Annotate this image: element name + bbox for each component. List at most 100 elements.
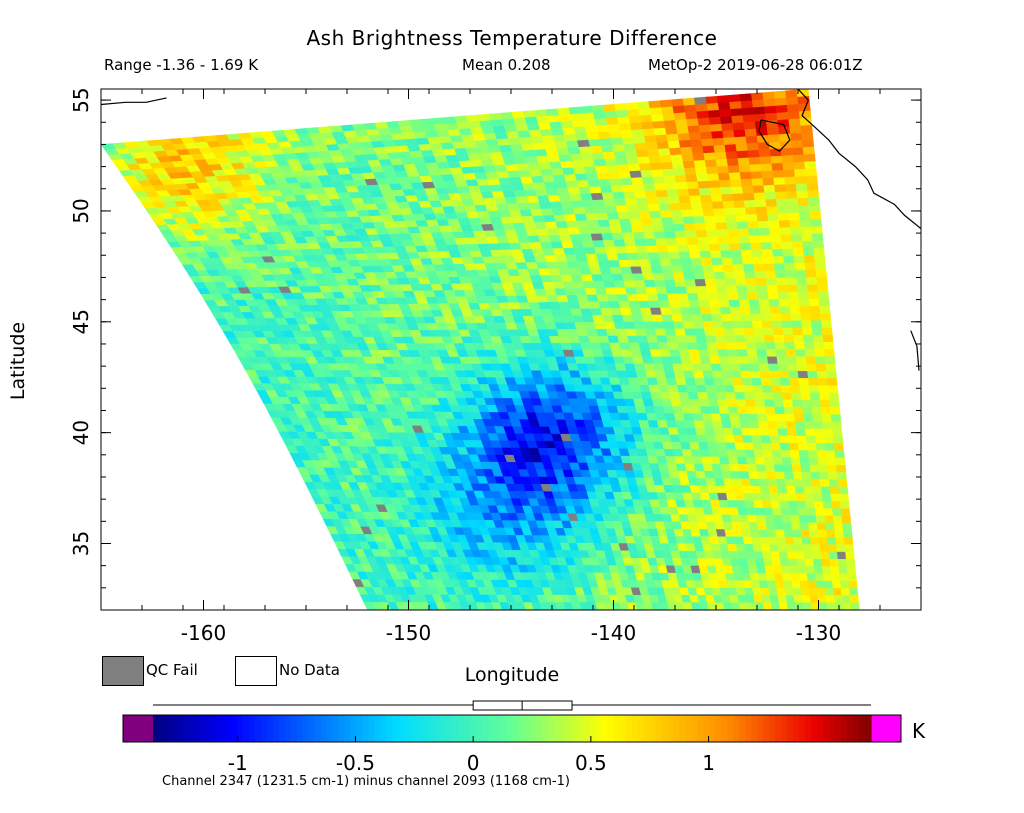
heatmap-cell	[708, 116, 722, 126]
heatmap-cell	[772, 170, 785, 179]
colorbar-segment	[637, 715, 645, 742]
heatmap-cell	[658, 300, 671, 309]
heatmap-cell	[740, 313, 753, 322]
heatmap-cell	[574, 213, 588, 222]
colorbar-tick-label: 1	[702, 751, 715, 775]
heatmap-cell	[679, 307, 692, 315]
heatmap-cell	[686, 237, 699, 246]
colorbar-segment	[697, 715, 705, 742]
heatmap-cell	[653, 279, 667, 288]
heatmap-cell	[655, 286, 668, 295]
heatmap-cell	[820, 486, 831, 495]
heatmap-cell	[761, 442, 773, 451]
heatmap-cell	[644, 190, 658, 199]
heatmap-cell	[433, 123, 448, 132]
heatmap-cell	[540, 168, 554, 177]
heatmap-cell	[603, 321, 617, 330]
heatmap-cell	[831, 501, 842, 509]
heatmap-cell	[712, 514, 724, 523]
colorbar-segment	[691, 715, 699, 742]
heatmap-cell	[765, 349, 778, 357]
heatmap-cell	[781, 320, 793, 329]
heatmap-cell	[734, 335, 746, 343]
heatmap-cell	[707, 173, 720, 182]
heatmap-cell	[729, 595, 740, 603]
heatmap-cell	[721, 595, 732, 603]
heatmap-cell	[826, 457, 837, 466]
heatmap-cell	[794, 421, 806, 430]
heatmap-cell	[562, 207, 576, 216]
heatmap-cell	[709, 536, 720, 545]
heatmap-cell	[681, 363, 694, 372]
heatmap-cell	[674, 279, 687, 288]
heatmap-cell	[694, 279, 707, 287]
heatmap-cell	[666, 420, 678, 428]
heatmap-cell	[594, 165, 609, 174]
heatmap-cell	[741, 107, 755, 116]
heatmap-cell	[793, 414, 805, 422]
heatmap-cell	[602, 315, 615, 323]
heatmap-cell	[717, 449, 729, 458]
heatmap-cell	[725, 342, 738, 350]
heatmap-cell	[789, 507, 800, 516]
heatmap-cell	[602, 239, 616, 248]
heatmap-cell	[592, 199, 606, 208]
heatmap-cell	[621, 314, 634, 323]
heatmap-cell	[546, 261, 560, 269]
heatmap-cell	[636, 335, 649, 344]
heatmap-cell	[693, 96, 707, 106]
heatmap-cell	[818, 602, 829, 610]
heatmap-cell	[507, 170, 521, 179]
heatmap-cell	[643, 363, 656, 372]
heatmap-cell	[610, 308, 623, 316]
heatmap-cell	[786, 284, 799, 293]
heatmap-cell	[656, 293, 669, 302]
heatmap-cell	[771, 162, 784, 172]
heatmap-cell	[665, 377, 678, 386]
heatmap-cell	[774, 184, 787, 193]
heatmap-cell	[614, 103, 628, 112]
heatmap-cell	[762, 91, 776, 100]
colorbar-segment	[482, 715, 489, 742]
heatmap-cell	[695, 427, 707, 436]
heatmap-cell	[574, 173, 588, 182]
heatmap-cell	[502, 118, 516, 127]
heatmap-cell	[790, 226, 802, 235]
heatmap-cell	[770, 602, 781, 610]
heatmap-cell	[740, 100, 754, 109]
heatmap-cell	[784, 270, 797, 279]
heatmap-cell	[627, 163, 641, 172]
heatmap-cell	[699, 194, 713, 203]
heatmap-cell	[638, 163, 652, 172]
heatmap-cell	[599, 267, 613, 275]
heatmap-cell	[772, 515, 784, 523]
heatmap-cell	[614, 363, 627, 372]
colorbar-segment	[577, 715, 585, 742]
heatmap-cell	[758, 580, 769, 589]
heatmap-cell	[517, 130, 531, 139]
heatmap-cell	[802, 146, 815, 155]
heatmap-cell	[685, 286, 698, 294]
heatmap-cell	[814, 508, 825, 516]
heatmap-cell	[578, 301, 591, 310]
heatmap-cell	[536, 195, 551, 203]
heatmap-cell	[707, 485, 718, 494]
coastline-segment	[910, 330, 920, 371]
heatmap-cell	[724, 385, 736, 393]
heatmap-cell	[739, 93, 753, 102]
heatmap-cell	[672, 406, 684, 414]
heatmap-cell	[772, 392, 784, 401]
heatmap-cell	[779, 306, 791, 315]
heatmap-cell	[746, 406, 758, 415]
heatmap-cell	[764, 464, 776, 473]
heatmap-cell	[646, 148, 660, 157]
heatmap-cell	[789, 219, 802, 228]
heatmap-cell	[690, 202, 703, 211]
heatmap-cell	[524, 116, 539, 125]
heatmap-cell	[759, 156, 772, 165]
heatmap-cell	[646, 335, 659, 343]
heatmap-cell	[844, 544, 855, 553]
heatmap-cell	[706, 392, 718, 400]
heatmap-cell	[652, 224, 665, 233]
colorbar-segment	[595, 715, 603, 742]
